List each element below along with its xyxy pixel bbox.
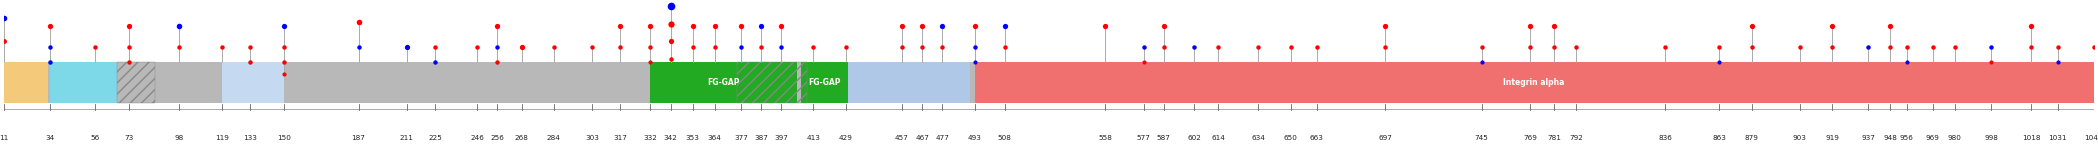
Text: 150: 150	[277, 135, 292, 141]
Text: 558: 558	[1099, 135, 1112, 141]
Text: Integrin alpha: Integrin alpha	[1504, 78, 1565, 87]
Text: 781: 781	[1548, 135, 1561, 141]
Text: 577: 577	[1137, 135, 1150, 141]
Text: 697: 697	[1378, 135, 1393, 141]
Text: 508: 508	[999, 135, 1011, 141]
Text: 792: 792	[1569, 135, 1584, 141]
Text: 342: 342	[663, 135, 678, 141]
Text: 429: 429	[839, 135, 852, 141]
Text: 663: 663	[1309, 135, 1324, 141]
Text: 602: 602	[1187, 135, 1200, 141]
Text: 836: 836	[1657, 135, 1672, 141]
Text: 187: 187	[352, 135, 365, 141]
Text: 34: 34	[46, 135, 55, 141]
Text: 769: 769	[1523, 135, 1538, 141]
Text: 903: 903	[1794, 135, 1806, 141]
Text: 98: 98	[174, 135, 185, 141]
Text: 863: 863	[1712, 135, 1727, 141]
Text: 1018: 1018	[2022, 135, 2041, 141]
Text: 493: 493	[967, 135, 982, 141]
Text: 317: 317	[613, 135, 627, 141]
Text: 457: 457	[896, 135, 908, 141]
Text: FG-GAP: FG-GAP	[707, 78, 741, 87]
Bar	[973, 62, 2094, 103]
Text: 980: 980	[1947, 135, 1962, 141]
Bar	[650, 62, 797, 103]
Bar	[222, 62, 283, 103]
Text: 467: 467	[915, 135, 929, 141]
Text: 413: 413	[806, 135, 820, 141]
Text: 353: 353	[686, 135, 699, 141]
Text: 948: 948	[1884, 135, 1897, 141]
Bar	[848, 62, 971, 103]
Text: 387: 387	[753, 135, 768, 141]
Text: 587: 587	[1156, 135, 1171, 141]
Text: 634: 634	[1250, 135, 1265, 141]
Text: FG-GAP: FG-GAP	[808, 78, 841, 87]
Text: 73: 73	[124, 135, 134, 141]
Text: 614: 614	[1211, 135, 1225, 141]
Text: 919: 919	[1825, 135, 1840, 141]
Text: 119: 119	[214, 135, 229, 141]
Text: 256: 256	[491, 135, 504, 141]
Bar	[736, 62, 808, 103]
Text: 56: 56	[90, 135, 99, 141]
Text: 397: 397	[774, 135, 789, 141]
Text: 879: 879	[1746, 135, 1758, 141]
Text: 268: 268	[514, 135, 529, 141]
Text: 377: 377	[734, 135, 747, 141]
Bar	[117, 62, 155, 103]
Text: 133: 133	[243, 135, 256, 141]
Bar	[4, 62, 48, 103]
Text: 11: 11	[0, 135, 8, 141]
Bar	[801, 62, 848, 103]
Text: 969: 969	[1926, 135, 1941, 141]
Text: 937: 937	[1861, 135, 1876, 141]
Text: 303: 303	[585, 135, 598, 141]
Text: 332: 332	[644, 135, 657, 141]
Text: 956: 956	[1899, 135, 1913, 141]
Text: 364: 364	[707, 135, 722, 141]
Text: 1049: 1049	[2085, 135, 2098, 141]
Text: 225: 225	[428, 135, 443, 141]
Text: 211: 211	[401, 135, 413, 141]
Text: 650: 650	[1284, 135, 1297, 141]
Text: 1031: 1031	[2048, 135, 2067, 141]
Text: 284: 284	[548, 135, 560, 141]
Text: 246: 246	[470, 135, 485, 141]
Text: 477: 477	[936, 135, 948, 141]
Bar	[50, 62, 117, 103]
Bar	[4, 62, 2094, 103]
Text: 998: 998	[1985, 135, 1997, 141]
Text: 745: 745	[1475, 135, 1490, 141]
